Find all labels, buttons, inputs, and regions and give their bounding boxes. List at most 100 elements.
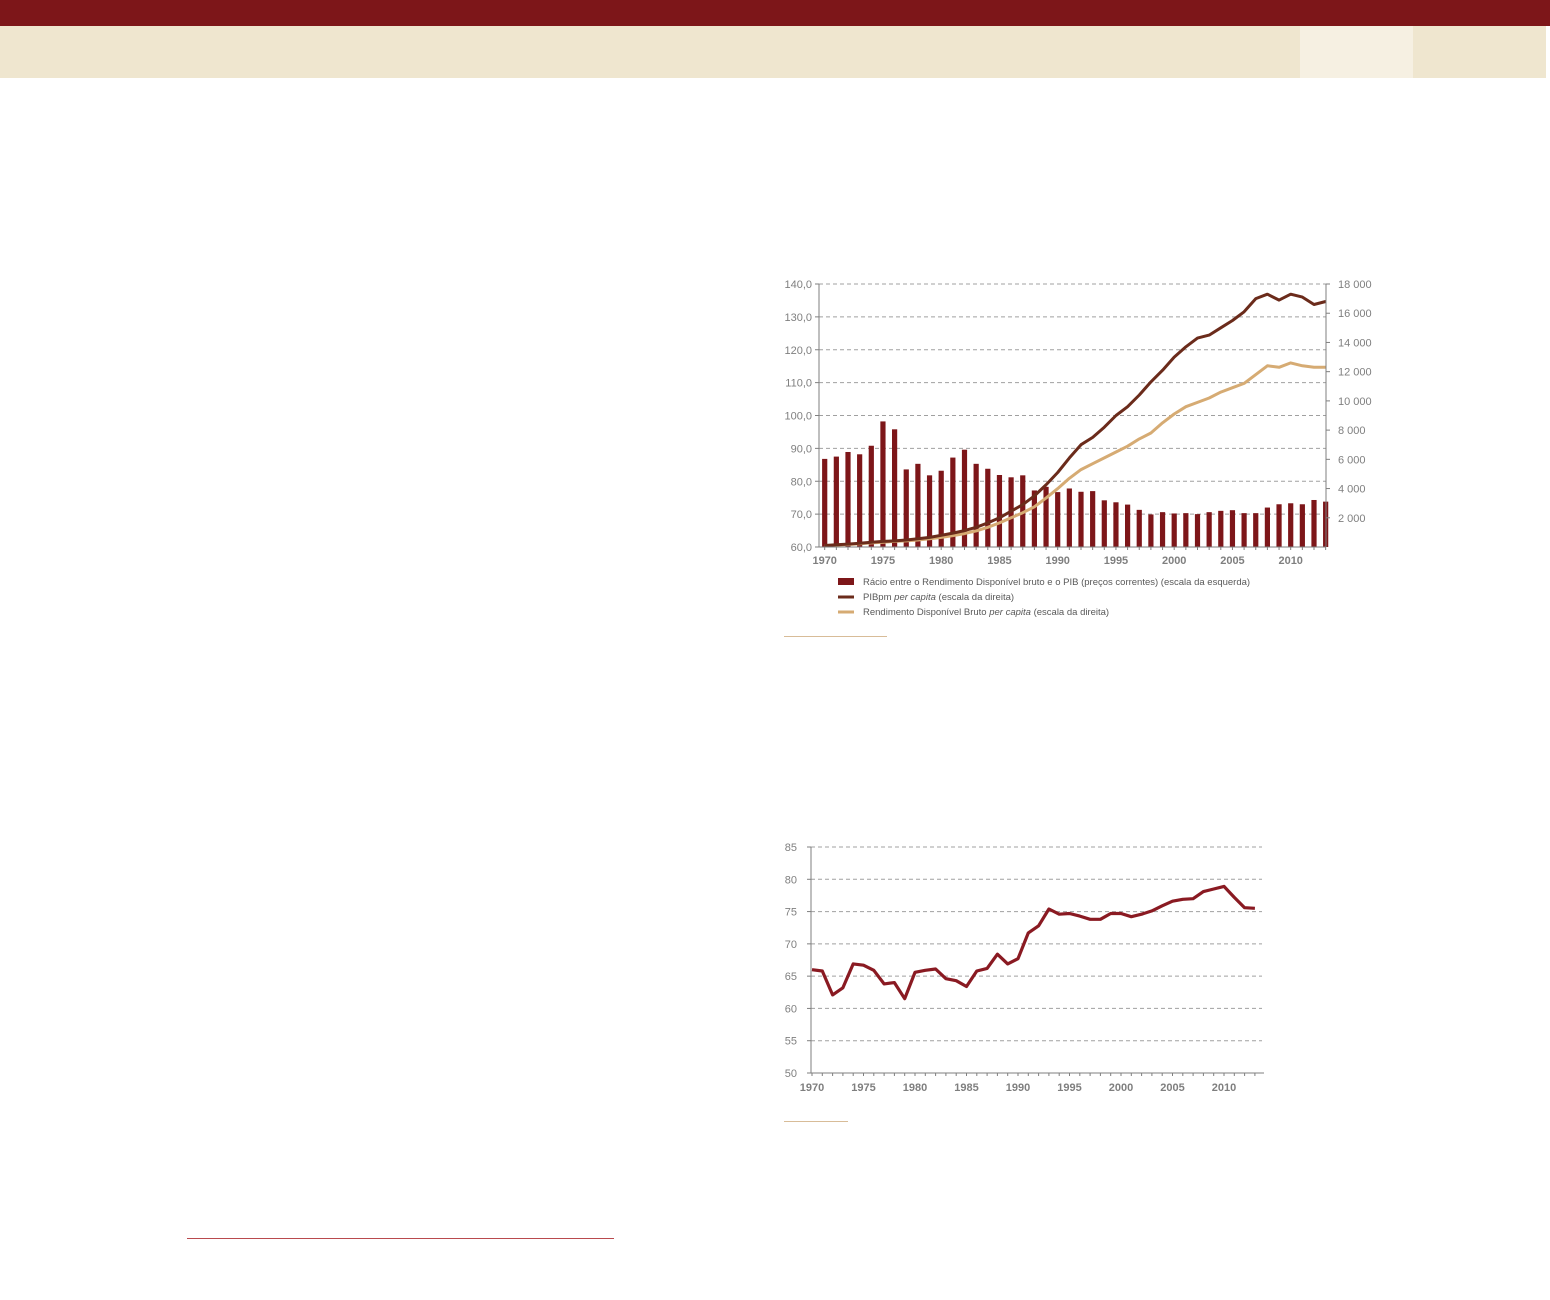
bar (1055, 492, 1061, 547)
header-tab (1300, 26, 1413, 78)
legend-label-pib-per-capita-line: PIBpm per capita (escala da direita) (863, 592, 1014, 603)
x-tick-label: 1990 (1006, 1082, 1030, 1094)
bar (833, 456, 839, 547)
chart2-line (811, 884, 1255, 1001)
chart1-axes: 60,0 70,0 80,0 90,0 100,0 110,0 120,0 130,0 140,… (784, 279, 1371, 567)
bar (880, 421, 886, 547)
x-tick-label: 1995 (1057, 1082, 1081, 1094)
bar (1311, 499, 1317, 547)
bar (926, 475, 933, 547)
y-tick-label: 60 (785, 1003, 797, 1015)
left-tick-label: 130,0 (784, 312, 812, 324)
x-tick-label: 2000 (1162, 555, 1186, 567)
bar (1218, 510, 1224, 547)
x-tick-label: 1980 (929, 555, 953, 567)
y-tick-label: 70 (785, 939, 797, 951)
x-tick-label: 1970 (812, 555, 836, 567)
x-tick-label: 1975 (871, 555, 895, 567)
bar (1159, 512, 1166, 547)
right-tick-label: 14 000 (1338, 337, 1372, 349)
chart2-grid (811, 846, 1262, 1042)
rdb-per-capita-line (824, 361, 1326, 548)
bar (903, 469, 909, 547)
chart2-source-rule (784, 1121, 848, 1122)
bar (1299, 504, 1305, 547)
bar (1288, 503, 1294, 547)
legend-swatch-bars (838, 578, 854, 585)
bar (1136, 509, 1142, 547)
y-tick-label: 65 (785, 971, 797, 983)
bar (822, 458, 828, 547)
bar (892, 429, 898, 547)
bar (1253, 513, 1259, 547)
bar (996, 475, 1003, 547)
x-tick-label: 2010 (1212, 1082, 1236, 1094)
chart2-axes: 50 55 60 65 70 75 80 85 1970 1975 1980 1985 1990 1995… (785, 842, 1264, 1094)
chart-rdb-pib: 60,0 70,0 80,0 90,0 100,0 110,0 120,0 130,0 140,… (784, 279, 1371, 618)
bar (845, 451, 851, 547)
ratio-line (811, 884, 1255, 1001)
bar (1113, 502, 1119, 547)
right-tick-label: 18 000 (1338, 279, 1372, 291)
legend-label-bars: Rácio entre o Rendimento Disponível brut… (863, 577, 1250, 588)
bar (868, 445, 874, 547)
bar (938, 470, 944, 547)
header-edge (1546, 26, 1550, 78)
bar (1276, 504, 1282, 547)
bar (985, 468, 991, 547)
x-tick-label: 2005 (1160, 1082, 1184, 1094)
x-tick-label: 1985 (954, 1082, 978, 1094)
chart1-bars (822, 421, 1329, 547)
left-tick-label: 100,0 (784, 411, 812, 423)
x-tick-label: 1975 (851, 1082, 875, 1094)
bar (915, 463, 921, 547)
bar (1101, 500, 1107, 547)
y-tick-label: 75 (785, 907, 797, 919)
bar (1031, 490, 1037, 547)
left-tick-label: 120,0 (784, 345, 812, 357)
legend-label-rdb-per-capita-line: Rendimento Disponível Bruto per capita (… (863, 607, 1109, 618)
x-tick-label: 1970 (800, 1082, 824, 1094)
left-tick-label: 90,0 (791, 443, 812, 455)
y-tick-label: 55 (785, 1036, 797, 1048)
chart1-lines (824, 292, 1327, 548)
bar (1148, 514, 1154, 547)
x-tick-label: 1985 (987, 555, 1011, 567)
bar (1264, 507, 1270, 547)
bar (1078, 491, 1084, 547)
bar (1229, 510, 1236, 547)
bar (1194, 514, 1201, 547)
y-tick-label: 80 (785, 874, 797, 886)
bar (1206, 512, 1212, 547)
left-tick-label: 60,0 (791, 542, 812, 554)
x-tick-label: 1980 (903, 1082, 927, 1094)
bar (1171, 513, 1177, 547)
chart1-source-rule (784, 636, 887, 637)
chart1-legend: Rácio entre o Rendimento Disponível brut… (838, 577, 1250, 618)
chart-ratio-line: 50 55 60 65 70 75 80 85 1970 1975 1980 1985 1990 1995… (785, 842, 1264, 1094)
left-tick-label: 110,0 (785, 378, 812, 390)
right-tick-label: 2 000 (1338, 513, 1366, 525)
bar (1090, 491, 1096, 547)
x-tick-label: 2010 (1278, 555, 1302, 567)
bar (1066, 488, 1072, 547)
left-tick-label: 80,0 (791, 476, 812, 488)
left-tick-label: 70,0 (791, 509, 812, 521)
bar (857, 454, 863, 547)
bar (1125, 504, 1131, 547)
x-tick-label: 1995 (1104, 555, 1128, 567)
y-tick-label: 85 (785, 842, 797, 854)
x-tick-label: 1990 (1045, 555, 1069, 567)
bar (961, 449, 968, 547)
right-tick-label: 6 000 (1338, 454, 1366, 466)
bar (1043, 486, 1049, 547)
x-tick-label: 2005 (1220, 555, 1244, 567)
bar (1183, 513, 1189, 547)
right-tick-label: 4 000 (1338, 484, 1366, 496)
right-tick-label: 8 000 (1338, 425, 1366, 437)
left-tick-label: 140,0 (784, 279, 812, 291)
header-strip (0, 26, 1550, 78)
y-tick-label: 50 (785, 1068, 797, 1080)
pib-per-capita-line (824, 292, 1327, 547)
header-band (0, 0, 1550, 26)
